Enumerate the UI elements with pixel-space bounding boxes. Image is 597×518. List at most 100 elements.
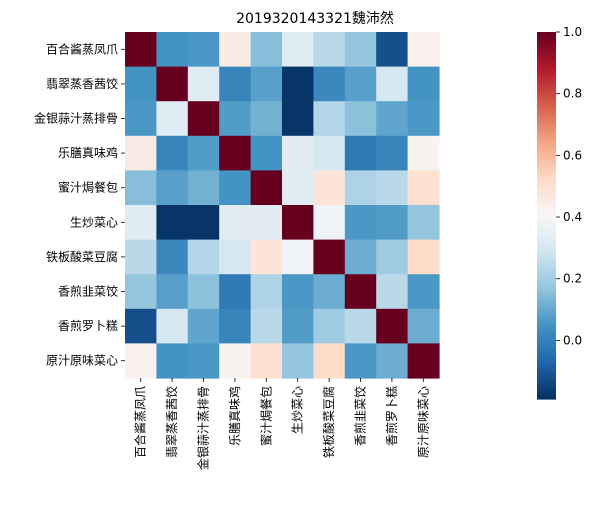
colorbar-segment [537,392,556,397]
heatmap-cell [376,135,409,171]
colorbar-segment [537,126,556,131]
heatmap-cell [219,66,252,102]
heatmap-cell [250,66,283,102]
colorbar-segment [537,209,556,214]
colorbar-segment [537,47,556,51]
heatmap-cell [344,135,377,171]
heatmap-cell [187,170,220,206]
heatmap-cell [219,239,252,275]
heatmap-cell [376,205,409,241]
heatmap-cell [187,135,220,171]
heatmap-cell [282,343,314,379]
colorbar-segment [537,261,556,266]
heatmap-cells [125,32,440,379]
heatmap-cell [250,239,283,275]
heatmap-cell [376,343,409,379]
colorbar-tick-label: 0.2 [563,272,582,286]
heatmap-cell [407,32,440,68]
heatmap-cell [282,239,314,275]
colorbar-segment [537,87,556,91]
colorbar: 0.0 0.2 0.4 0.6 0.8 1.0 [537,25,582,400]
colorbar-segment [537,395,556,400]
heatmap-cell [125,101,157,137]
heatmap-cell [376,239,409,275]
colorbar-segment [537,353,556,357]
heatmap-cell [219,101,252,137]
colorbar-segment [537,224,556,229]
heatmap-cell [344,239,377,275]
heatmap-cell [407,101,440,137]
colorbar-segment [537,319,556,324]
heatmap-cell [313,66,346,102]
colorbar-segment [537,172,556,177]
row-labels: 百合酱蒸凤爪翡翠蒸香茜饺金银蒜汁蒸排骨乐膳真味鸡蜜汁焗餐包生炒菜心铁板酸菜豆腐香… [34,41,125,368]
heatmap-cell [407,308,440,344]
colorbar-segment [537,169,556,174]
colorbar-segment [537,288,556,293]
heatmap-cell [407,66,440,102]
colorbar-segment [537,340,556,345]
heatmap-cell [187,274,220,310]
heatmap-cell [125,170,157,206]
heatmap-cell [344,66,377,102]
colorbar-segment [537,362,556,366]
colorbar-segment [537,380,556,385]
heatmap-cell [376,66,409,102]
colorbar-segment [537,304,556,308]
colorbar-segment [537,80,556,85]
heatmap-cell [187,101,220,137]
colorbar-segment [537,356,556,360]
colorbar-segment [537,178,556,183]
colorbar-segment [537,32,556,36]
heatmap-cell [344,205,377,241]
row-label: 蜜汁焗餐包 [58,180,118,195]
column-labels: 百合酱蒸凤爪 翡翠蒸香茜饺 金银蒜汁蒸排骨 乐膳真味鸡 蜜汁焗餐包 生炒菜心 铁板酸菜豆腐 香… [133,378,430,470]
heatmap-cell [156,274,189,310]
colorbar-segment [537,203,556,207]
column-label: 香煎罗卜糕 [384,386,399,446]
heatmap-cell [219,135,252,171]
colorbar-segment [537,258,556,262]
heatmap-cell [187,239,220,275]
colorbar-segment [537,227,556,232]
colorbar-segment [537,50,556,55]
colorbar-segment [537,120,556,125]
colorbar-segment [537,249,556,253]
heatmap-cell [313,274,346,310]
heatmap-cell [156,170,189,206]
colorbar-segment [537,343,556,348]
heatmap-cell [344,308,377,344]
heatmap-cell [187,66,220,102]
colorbar-segment [537,68,556,73]
colorbar-segment [537,62,556,67]
colorbar-segment [537,267,556,272]
colorbar-segment [537,295,556,299]
row-label: 原汁原味菜心 [46,354,118,368]
heatmap-cell [344,343,377,379]
colorbar-segment [537,334,556,339]
heatmap-cell [344,274,377,310]
heatmap-cell [187,343,220,379]
colorbar-segment [537,270,556,275]
colorbar-segment [537,132,556,137]
colorbar-segment [537,350,556,354]
heatmap-cell [156,32,189,68]
heatmap-cell [219,274,252,310]
colorbar-segment [537,53,556,58]
colorbar-segment [537,160,556,165]
colorbar-segment [537,331,556,336]
heatmap-cell [282,170,314,206]
heatmap-cell [250,101,283,137]
heatmap-cell [250,308,283,344]
heatmap-cell [125,308,157,344]
colorbar-segment [537,233,556,238]
heatmap-cell [250,135,283,171]
heatmap-cell [250,170,283,206]
heatmap-cell [407,239,440,275]
colorbar-segment [537,386,556,391]
colorbar-segment [537,35,556,39]
heatmap-cell [313,308,346,344]
colorbar-segment [537,194,556,198]
heatmap-cell [156,66,189,102]
colorbar-segment [537,96,556,100]
